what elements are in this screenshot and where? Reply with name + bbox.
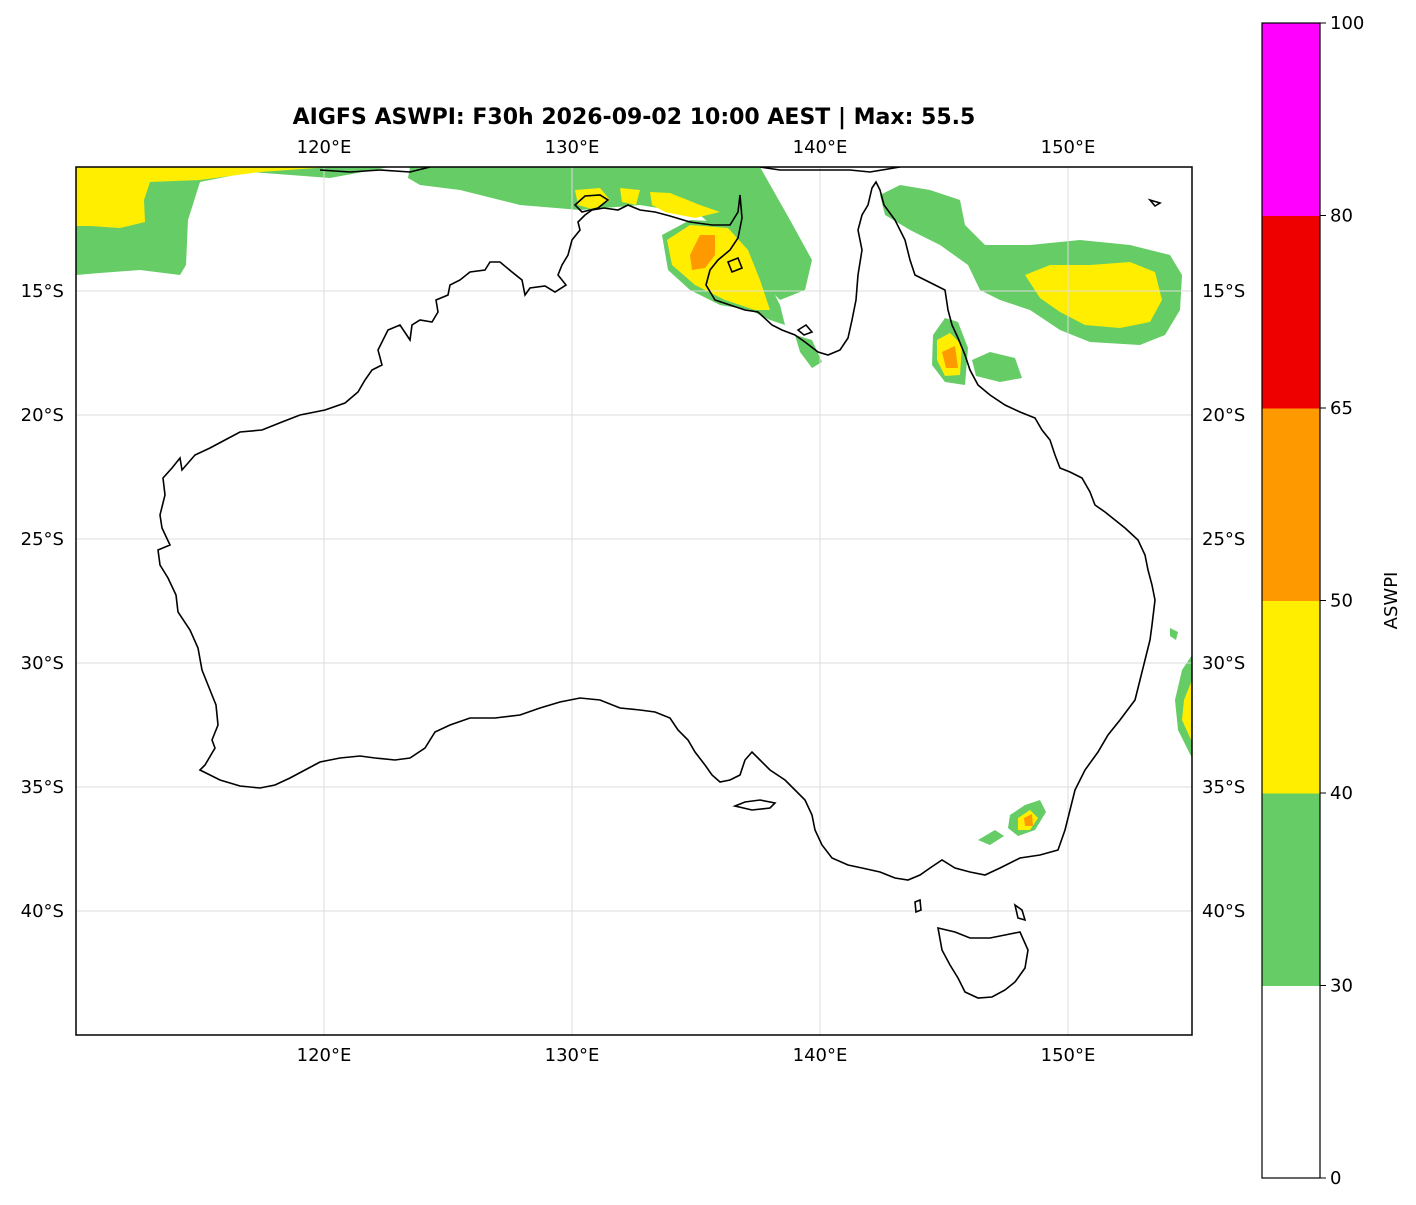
aswpi-field-yellow	[650, 192, 720, 218]
colorbar: 0 30 40 50 65 80 100 ASWPI	[1261, 13, 1402, 1189]
colorbar-segment	[1262, 408, 1320, 601]
aswpi-field-green	[972, 352, 1022, 382]
lon-tick-label-bottom: 120°E	[297, 1045, 352, 1066]
melville-island-coastline	[573, 194, 610, 213]
lat-tick-label-right: 15°S	[1202, 281, 1245, 302]
aswpi-field-yellow	[76, 167, 330, 228]
colorbar-tick-label: 0	[1330, 1168, 1341, 1189]
lon-tick-label-bottom: 130°E	[545, 1045, 600, 1066]
lat-tick-label-right: 35°S	[1202, 777, 1245, 798]
lon-tick-label-top: 140°E	[793, 137, 848, 158]
axis-tick-labels: 120°E 120°E 130°E 130°E 140°E 140°E 150°E 150°E…	[21, 137, 1246, 1066]
map-title: AIGFS ASWPI: F30h 2026-09-02 10:00 AEST …	[293, 105, 976, 130]
lat-tick-label-left: 25°S	[21, 529, 64, 550]
aswpi-field-orange	[690, 235, 715, 270]
aswpi-field-green	[978, 830, 1004, 845]
lon-tick-label-bottom: 140°E	[793, 1045, 848, 1066]
lon-tick-label-bottom: 150°E	[1041, 1045, 1096, 1066]
colorbar-tick-label: 30	[1330, 976, 1353, 997]
lon-tick-label-top: 120°E	[297, 137, 352, 158]
lat-tick-label-left: 15°S	[21, 281, 64, 302]
new-guinea-coastline	[759, 167, 901, 173]
aswpi-field-orange	[1024, 814, 1033, 826]
aswpi-field-yellow	[667, 225, 770, 310]
colorbar-tick-label: 50	[1330, 591, 1353, 612]
aswpi-field-green	[76, 167, 390, 275]
kangaroo-island-coastline	[732, 799, 777, 811]
lat-tick-label-left: 40°S	[21, 901, 64, 922]
colorbar-tick-label: 65	[1330, 398, 1353, 419]
colorbar-tick-label: 100	[1330, 13, 1364, 34]
aswpi-field-layer	[76, 167, 1192, 845]
aswpi-field-yellow	[620, 188, 640, 205]
tasmania-coastline	[936, 926, 1029, 999]
lat-tick-label-left: 30°S	[21, 653, 64, 674]
aswpi-field-green	[795, 335, 822, 368]
australia-coastline	[157, 180, 1156, 881]
map-frame	[75, 166, 1193, 1036]
coastline	[157, 167, 1162, 999]
colorbar-segment	[1262, 985, 1320, 1179]
lat-tick-label-right: 25°S	[1202, 529, 1245, 550]
colorbar-tick-label: 80	[1330, 206, 1353, 227]
colorbar-segment	[1262, 23, 1320, 216]
aswpi-field-green	[408, 167, 812, 300]
lat-tick-label-right: 30°S	[1202, 653, 1245, 674]
lat-tick-label-left: 35°S	[21, 777, 64, 798]
wellesley-island-coastline	[796, 323, 814, 336]
coral-islet-coastline	[1147, 198, 1162, 208]
lat-tick-label-left: 20°S	[21, 405, 64, 426]
gridlines	[76, 167, 1192, 1035]
king-island-coastline	[914, 898, 922, 914]
lon-tick-label-top: 130°E	[545, 137, 600, 158]
flinders-island-coastline	[1013, 903, 1027, 922]
lat-tick-label-right: 40°S	[1202, 901, 1245, 922]
colorbar-segment	[1262, 600, 1320, 794]
aswpi-field-yellow	[1182, 680, 1192, 742]
colorbar-tick-label: 40	[1330, 783, 1353, 804]
timor-coastline	[319, 167, 431, 173]
lat-tick-label-right: 20°S	[1202, 405, 1245, 426]
aswpi-field-orange	[942, 346, 958, 368]
aswpi-field-green	[1170, 628, 1178, 640]
aswpi-field-yellow	[1025, 262, 1162, 328]
colorbar-label: ASWPI	[1381, 572, 1402, 630]
colorbar-segment	[1262, 793, 1320, 986]
lon-tick-label-top: 150°E	[1041, 137, 1096, 158]
groote-island-coastline	[726, 256, 744, 274]
colorbar-segment	[1262, 215, 1320, 409]
